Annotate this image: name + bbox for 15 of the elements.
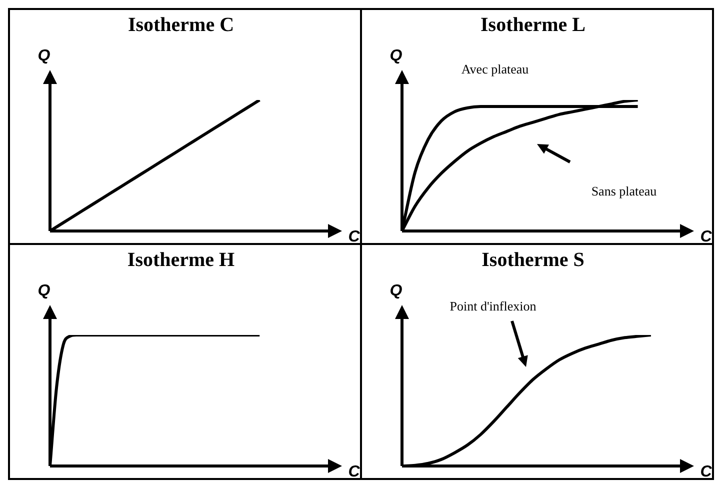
x-axis-title: C xyxy=(700,228,712,246)
annotation: Sans plateau xyxy=(591,183,658,198)
chart-title: Isotherme C xyxy=(128,14,234,36)
y-axis-title: Q xyxy=(390,282,403,300)
chart-title: Isotherme S xyxy=(482,249,584,272)
text: Point d'inflexion xyxy=(450,298,537,314)
y-axis-title: Q xyxy=(38,282,51,300)
text: Avec plateau xyxy=(461,61,530,76)
y-axis-title: Q xyxy=(390,47,403,64)
chart-title: Isotherme H xyxy=(127,249,236,272)
x-axis-title: C xyxy=(348,228,360,246)
chart-title: Isotherme L xyxy=(480,14,586,36)
x-axis-title: C xyxy=(700,463,712,480)
y-axis-title: Q xyxy=(38,47,51,64)
x-axis-title: C xyxy=(348,463,360,480)
